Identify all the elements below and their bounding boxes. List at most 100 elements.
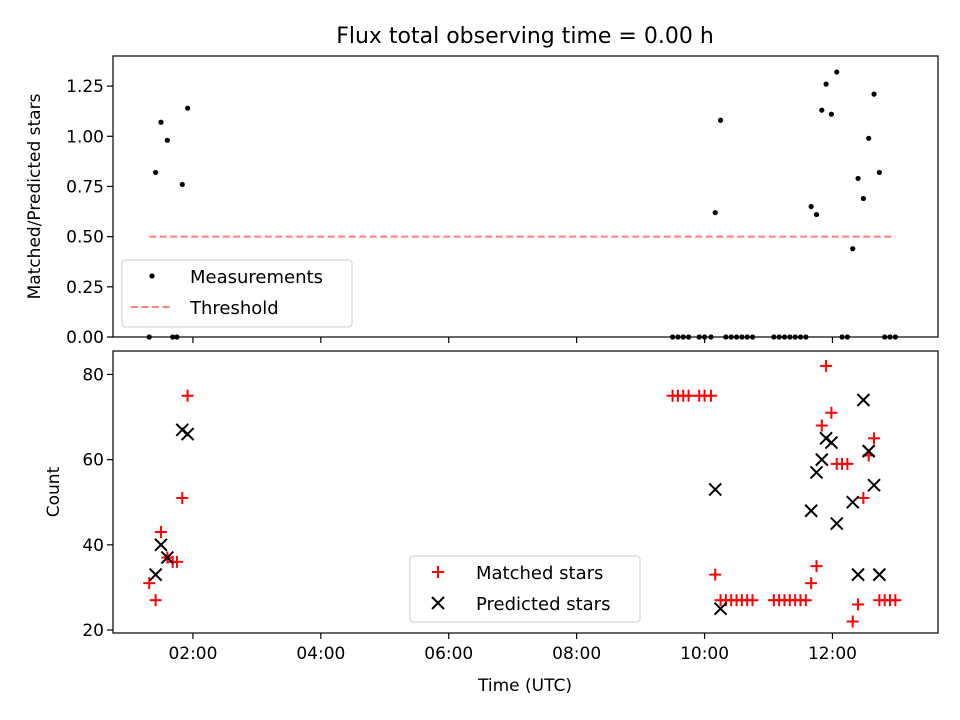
matched-stars-point xyxy=(799,594,812,607)
x-tick-label: 04:00 xyxy=(296,644,345,664)
top-y-axis-label: Matched/Predicted stars xyxy=(25,93,45,299)
predicted-stars-point xyxy=(862,444,876,458)
measurements-point xyxy=(164,137,170,143)
measurements-point xyxy=(882,334,888,340)
predicted-stars-point xyxy=(856,393,871,407)
matched-stars-point xyxy=(857,491,870,504)
measurements-point xyxy=(669,334,676,340)
bottom-y-tick-label: 80 xyxy=(82,365,104,385)
measurements-point xyxy=(876,169,882,176)
measurements-point xyxy=(850,246,856,252)
measurements-point xyxy=(792,334,798,340)
bottom-y-tick-label: 40 xyxy=(82,536,104,556)
bottom-legend: Matched stars Predicted stars xyxy=(409,555,641,623)
matched-stars-point xyxy=(746,594,759,607)
matched-stars-point xyxy=(810,560,823,573)
measurements-point xyxy=(712,209,718,216)
matched-stars-point xyxy=(154,526,167,539)
measurements-point xyxy=(749,334,756,340)
matched-stars-point xyxy=(841,457,854,470)
matched-stars-point xyxy=(815,419,828,432)
measurements-point xyxy=(808,203,814,210)
bottom-y-tick-label: 20 xyxy=(82,621,104,641)
measurements-point xyxy=(844,334,850,340)
matched-stars-point xyxy=(820,359,833,372)
matched-stars-point xyxy=(181,389,194,402)
predicted-stars-point xyxy=(851,567,865,582)
measurements-point xyxy=(871,91,877,97)
bottom-series-layer xyxy=(143,359,902,628)
measurements-point xyxy=(819,107,825,113)
legend-predicted-label: Predicted stars xyxy=(476,594,610,615)
matched-stars-point xyxy=(143,577,156,590)
measurements-point xyxy=(146,334,152,340)
x-axis-label: Time (UTC) xyxy=(477,676,572,696)
measurements-point xyxy=(860,195,866,202)
x-tick-label: 10:00 xyxy=(680,644,729,664)
measurements-point xyxy=(787,334,793,340)
measurements-point xyxy=(685,334,692,340)
bottom-axes-frame xyxy=(112,350,939,634)
measurements-point xyxy=(839,334,845,340)
measurements-point xyxy=(834,69,840,75)
measurements-point xyxy=(717,117,724,123)
measurements-point xyxy=(696,334,702,340)
matched-stars-point xyxy=(682,389,695,402)
measurements-point xyxy=(733,334,740,340)
measurements-point xyxy=(701,334,708,340)
matched-stars-point xyxy=(176,491,189,504)
top-y-tick-label: 1.25 xyxy=(66,77,104,97)
measurements-point xyxy=(680,334,686,340)
measurements-point xyxy=(892,334,898,340)
measurements-point xyxy=(887,334,893,340)
top-y-tick-label: 0.75 xyxy=(66,177,104,197)
top-y-tick-label: 0.00 xyxy=(66,328,104,348)
bottom-y-tick-label: 60 xyxy=(82,451,104,471)
measurements-point xyxy=(781,334,788,340)
x-tick-label: 06:00 xyxy=(424,644,473,664)
measurements-point xyxy=(158,119,164,125)
bottom-y-ticks: 20 40 60 80 xyxy=(82,365,113,641)
top-y-ticks: 0.00 0.25 0.50 0.75 1.00 1.25 xyxy=(66,77,113,348)
chart-title: Flux total observing time = 0.00 h xyxy=(336,24,714,49)
matched-stars-point xyxy=(709,568,722,581)
matched-stars-point xyxy=(805,577,818,590)
measurements-point xyxy=(185,105,191,111)
top-panel: Flux total observing time = 0.00 h Match… xyxy=(25,24,939,348)
measurements-point xyxy=(153,169,159,176)
predicted-stars-point xyxy=(815,452,829,467)
top-legend-box xyxy=(121,259,353,328)
top-y-tick-label: 1.00 xyxy=(66,127,104,147)
measurements-point xyxy=(771,334,777,340)
predicted-stars-point xyxy=(867,478,881,492)
predicted-stars-point xyxy=(804,504,818,518)
predicted-stars-point xyxy=(154,538,168,552)
predicted-stars-point xyxy=(830,516,844,531)
measurements-point xyxy=(855,175,861,182)
measurements-point xyxy=(866,135,872,141)
x-tick-label: 12:00 xyxy=(808,644,857,664)
matched-stars-point xyxy=(149,594,162,607)
legend-threshold-label: Threshold xyxy=(189,298,279,319)
legend-measurements-label: Measurements xyxy=(190,267,323,288)
measurements-point xyxy=(728,334,734,340)
x-tick-label: 08:00 xyxy=(552,644,601,664)
bottom-x-ticks: 02:00 04:00 06:00 08:00 10:00 12:00 xyxy=(168,633,857,664)
measurements-point xyxy=(828,111,835,117)
top-y-tick-label: 0.25 xyxy=(66,278,104,298)
x-tick-label: 02:00 xyxy=(168,644,217,664)
matched-stars-point xyxy=(889,594,902,607)
matched-stars-point xyxy=(846,615,859,628)
predicted-stars-point xyxy=(708,482,722,497)
measurements-point xyxy=(675,334,681,340)
measurements-point xyxy=(797,334,804,340)
predicted-stars-point xyxy=(809,465,824,480)
measurements-point xyxy=(744,334,750,340)
measurements-point xyxy=(776,334,782,340)
matched-stars-point xyxy=(825,406,838,419)
measurements-point xyxy=(723,334,729,340)
bottom-panel: Count Time (UTC) 20 40 60 80 02:00 04:00 06:0… xyxy=(44,350,939,696)
measurements-point xyxy=(739,334,745,340)
top-legend: Measurements Threshold xyxy=(121,259,353,328)
